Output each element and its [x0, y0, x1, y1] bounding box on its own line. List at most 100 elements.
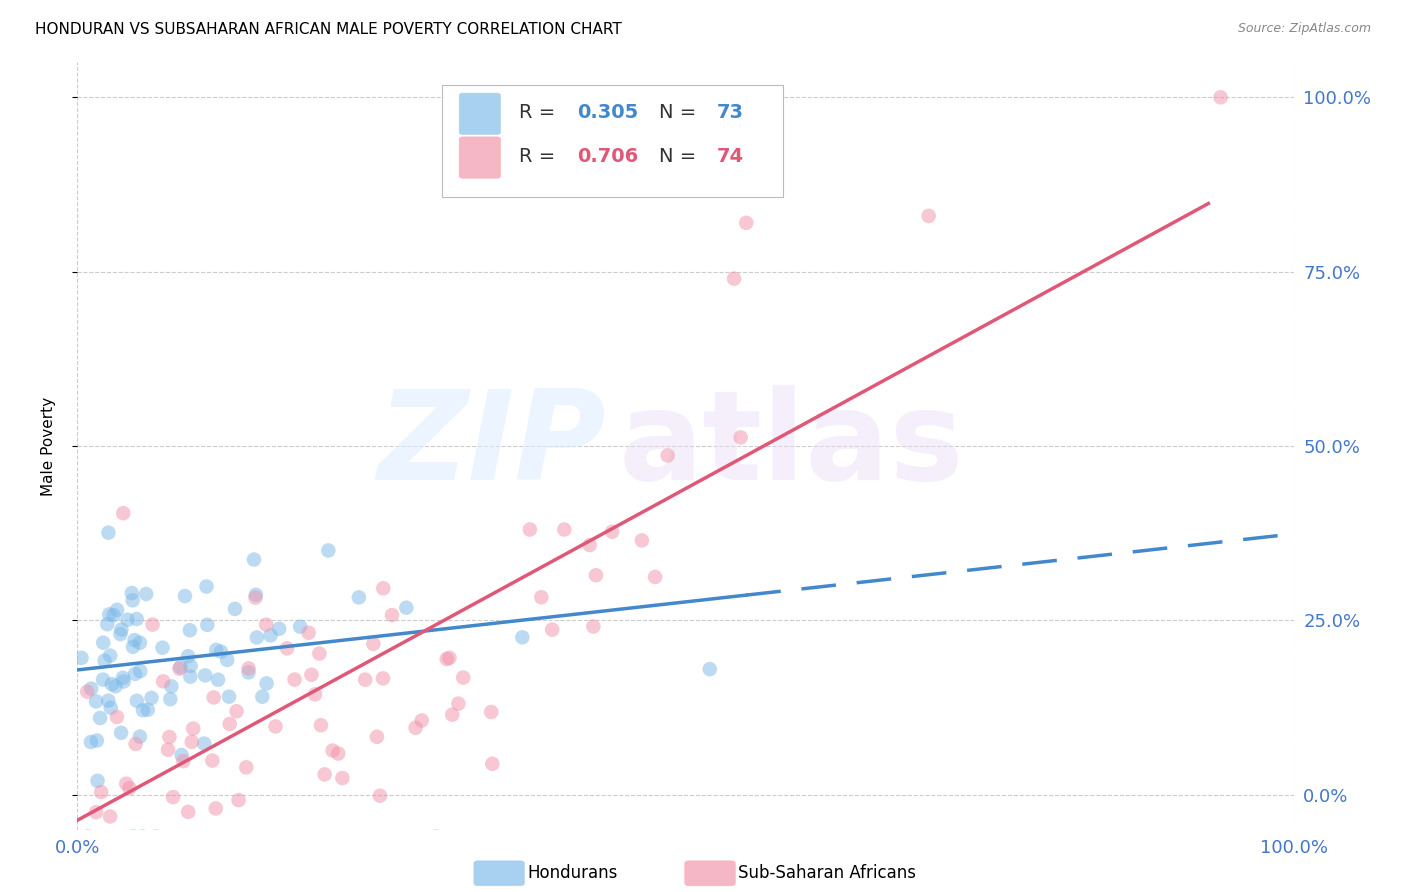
Text: Hondurans: Hondurans — [527, 864, 617, 882]
Point — [93, 654, 115, 668]
Point — [411, 714, 433, 728]
Point — [152, 674, 174, 689]
Point — [101, 677, 124, 691]
Text: HONDURAN VS SUBSAHARAN AFRICAN MALE POVERTY CORRELATION CHART: HONDURAN VS SUBSAHARAN AFRICAN MALE POVE… — [35, 22, 621, 37]
Point — [179, 624, 201, 638]
Point — [246, 631, 269, 645]
Point — [600, 524, 623, 539]
Point — [122, 640, 145, 654]
Point — [129, 664, 152, 678]
Point — [128, 636, 150, 650]
Point — [204, 801, 226, 815]
Point — [110, 627, 132, 641]
Point — [1209, 90, 1232, 104]
Point — [371, 672, 394, 686]
FancyBboxPatch shape — [460, 93, 501, 135]
Point — [142, 617, 165, 632]
Point — [735, 216, 758, 230]
Point — [530, 591, 553, 605]
Point — [218, 717, 240, 731]
Point — [366, 730, 388, 744]
Point — [121, 586, 143, 600]
Point — [238, 665, 260, 680]
Point — [481, 756, 503, 771]
Point — [252, 690, 274, 704]
Point — [363, 637, 385, 651]
Point — [91, 635, 114, 649]
Point — [86, 773, 108, 788]
Point — [141, 690, 163, 705]
Point — [451, 671, 474, 685]
Point — [174, 589, 197, 603]
Point — [132, 703, 155, 717]
Point — [177, 805, 200, 819]
Text: 73: 73 — [717, 103, 744, 122]
Point — [110, 623, 132, 637]
Point — [195, 617, 218, 632]
Point — [264, 719, 287, 733]
Point — [125, 612, 148, 626]
Point — [308, 647, 330, 661]
Point — [238, 661, 260, 675]
Point — [209, 644, 232, 658]
Point — [201, 754, 224, 768]
Point — [84, 694, 107, 708]
Point — [314, 767, 336, 781]
Point — [145, 830, 167, 844]
Point — [98, 607, 121, 622]
Point — [723, 271, 745, 285]
Point — [131, 830, 153, 844]
Point — [218, 690, 240, 704]
Point — [224, 602, 246, 616]
Point — [699, 662, 721, 676]
Text: R =: R = — [519, 103, 561, 122]
Point — [322, 743, 344, 757]
Point — [730, 430, 752, 444]
Point — [259, 628, 281, 642]
Point — [193, 737, 215, 751]
Point — [354, 673, 377, 687]
Point — [207, 673, 229, 687]
Point — [395, 600, 418, 615]
Point — [297, 625, 319, 640]
Point — [91, 673, 114, 687]
Point — [519, 523, 541, 537]
Point — [304, 687, 326, 701]
Text: atlas: atlas — [619, 385, 965, 507]
Point — [162, 790, 184, 805]
Point — [169, 662, 191, 676]
Point — [284, 673, 307, 687]
Point — [644, 570, 666, 584]
Point — [90, 785, 112, 799]
Point — [194, 668, 217, 682]
Text: ZIP: ZIP — [378, 385, 606, 507]
Point — [70, 651, 93, 665]
Point — [169, 660, 191, 674]
Point — [160, 679, 183, 693]
Point — [447, 697, 470, 711]
Point — [368, 789, 391, 803]
Y-axis label: Male Poverty: Male Poverty — [42, 396, 56, 496]
Text: Sub-Saharan Africans: Sub-Saharan Africans — [738, 864, 917, 882]
Point — [918, 209, 941, 223]
Point — [276, 641, 298, 656]
Point — [405, 721, 427, 735]
Point — [124, 633, 146, 648]
Point — [159, 692, 181, 706]
Point — [256, 676, 278, 690]
Point — [97, 693, 120, 707]
Point — [112, 674, 135, 689]
Point — [195, 580, 218, 594]
Point — [479, 705, 502, 719]
Point — [118, 781, 141, 796]
Point — [288, 619, 311, 633]
Text: 0.706: 0.706 — [578, 146, 638, 166]
Point — [112, 506, 135, 520]
Point — [135, 587, 157, 601]
Point — [179, 670, 201, 684]
Point — [269, 622, 291, 636]
Point — [97, 525, 120, 540]
Point — [124, 666, 146, 681]
Text: N =: N = — [658, 103, 702, 122]
Point — [441, 707, 464, 722]
